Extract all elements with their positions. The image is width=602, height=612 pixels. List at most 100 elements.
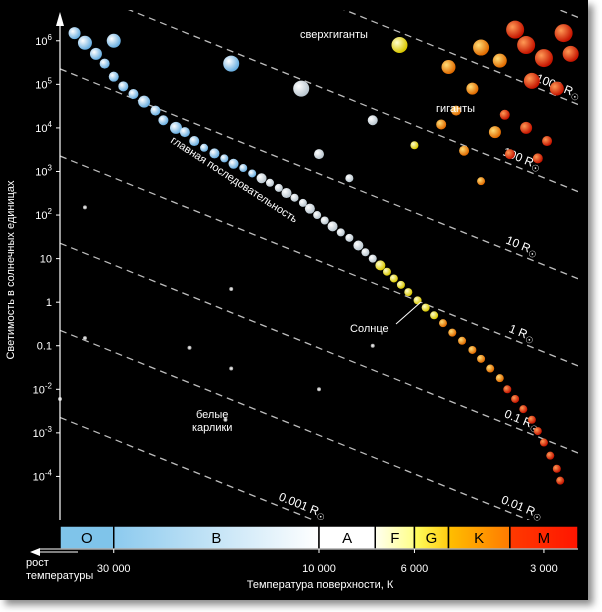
star-point-главная-последовательность-27	[320, 216, 329, 225]
star-point-белые-карлики-7	[317, 387, 321, 392]
star-point-главная-последовательность-19	[256, 173, 267, 184]
y-tick-label: 105	[35, 76, 52, 91]
hr-diagram-frame: O B A F G K M 1000 R☉ 100 R☉ 10 R☉ 1 R☉ 0.1 R☉ 0.01…	[0, 0, 588, 600]
star-point-гиганты-13	[466, 82, 479, 95]
spectral-label-b: B	[211, 530, 221, 547]
x-axis-title: Температура поверхности, К	[247, 579, 394, 591]
y-axis-title: Светимость в солнечных единицах	[5, 180, 17, 360]
star-point-гиганты-10	[532, 153, 543, 164]
radius-line-0_01	[60, 329, 531, 520]
radius-line-0_1	[60, 242, 578, 454]
star-point-главная-последовательность-29	[336, 228, 345, 237]
star-point-сверхгиганты-3	[391, 37, 408, 54]
star-point-гиганты-9	[520, 121, 533, 134]
star-point-белые-карлики-2	[82, 336, 87, 341]
y-tick-label: 10-3	[33, 425, 53, 440]
star-point-главная-последовательность-1	[77, 35, 92, 50]
radius-line-10	[60, 68, 578, 280]
star-point-главная-последовательность-17	[239, 164, 248, 173]
spectral-label-f: F	[390, 530, 399, 547]
radius-line-100	[127, 10, 578, 193]
star-point-главная-последовательность-56	[552, 464, 561, 473]
star-point-главная-последовательность-47	[486, 364, 495, 373]
star-point-главная-последовательность-0	[68, 27, 81, 40]
y-axis-arrow	[56, 12, 64, 26]
star-point-главная-последовательность-3	[99, 58, 110, 69]
star-point-главная-последовательность-26	[313, 211, 322, 220]
star-point-главная-последовательность-14	[209, 148, 220, 159]
x-tick-label: 30 000	[97, 563, 131, 575]
sun-label: Солнце	[350, 323, 389, 335]
radius-label-0_01: 0.01 R☉	[499, 493, 545, 524]
spectral-label-k: K	[474, 530, 484, 547]
star-point-белые-карлики-3	[187, 345, 192, 350]
star-point-сверхгиганты-2	[293, 80, 310, 97]
y-tick-label: 104	[35, 120, 52, 135]
star-point-главная-последовательность-38	[404, 288, 413, 297]
star-point-гиганты-8	[504, 149, 515, 160]
spectral-label-a: A	[342, 530, 352, 547]
star-point-гиганты-3	[410, 141, 419, 150]
star-point-главная-последовательность-54	[539, 438, 548, 447]
star-point-главная-последовательность-55	[546, 451, 555, 460]
star-point-главная-последовательность-7	[138, 95, 151, 108]
star-point-главная-последовательность-13	[200, 143, 209, 152]
star-point-главная-последовательность-50	[511, 394, 520, 403]
radius-line-1000	[343, 10, 578, 106]
star-point-сверхгиганты-9	[562, 45, 579, 62]
spectral-label-g: G	[426, 530, 438, 547]
radius-line-1	[60, 155, 578, 367]
y-tick-label: 0.1	[37, 341, 52, 353]
star-point-главная-последовательность-35	[382, 267, 391, 276]
star-point-главная-последовательность-45	[468, 345, 477, 354]
star-point-сверхгиганты-1	[223, 55, 240, 72]
star-point-сверхгиганты-6	[517, 36, 536, 55]
star-point-гиганты-14	[499, 109, 510, 120]
white-dwarfs-label-2: карлики	[192, 422, 232, 434]
sun-pointer	[395, 301, 422, 325]
star-point-главная-последовательность-6	[128, 89, 139, 100]
star-point-гиганты-0	[314, 149, 324, 160]
star-point-главная-последовательность-20	[265, 178, 274, 187]
x-tick-label: 3 000	[530, 563, 558, 575]
white-dwarfs-label-1: белые	[196, 409, 228, 421]
star-point-сверхгиганты-13	[549, 81, 564, 96]
y-tick-label: 103	[35, 163, 52, 178]
radius-lines: 1000 R☉100 R☉10 R☉1 R☉0.1 R☉0.01 R☉0.001…	[60, 10, 583, 524]
y-tick-label: 106	[35, 33, 52, 48]
star-point-главная-последовательность-52	[527, 415, 536, 424]
star-point-главная-последовательность-53	[533, 427, 542, 436]
star-point-главная-последовательность-31	[353, 240, 364, 251]
spectral-label-o: O	[81, 530, 93, 547]
y-tick-label: 10	[40, 254, 52, 266]
star-point-белые-карлики-8	[370, 343, 375, 348]
star-point-главная-последовательность-23	[290, 193, 299, 202]
star-point-белые-карлики-0	[82, 205, 87, 210]
star-point-сверхгиганты-5	[506, 20, 525, 39]
y-tick-label: 102	[35, 207, 52, 222]
star-point-белые-карлики-6	[223, 417, 228, 422]
star-point-главная-последовательность-10	[169, 121, 182, 134]
star-point-гиганты-1	[345, 174, 354, 183]
star-point-главная-последовательность-33	[368, 254, 377, 263]
giants-label: гиганты	[436, 103, 475, 115]
star-point-главная-последовательность-12	[189, 136, 200, 147]
x-tick-label: 10 000	[302, 563, 336, 575]
star-point-главная-последовательность-39	[413, 296, 422, 305]
star-point-главная-последовательность-28	[327, 221, 338, 232]
star-point-главная-последовательность-11	[179, 127, 190, 138]
star-point-главная-последовательность-57	[556, 476, 565, 485]
star-point-главная-последовательность-43	[448, 328, 457, 337]
temperature-direction-label-1: рост	[26, 557, 49, 569]
star-point-главная-последовательность-49	[503, 385, 512, 394]
star-point-главная-последовательность-15	[220, 154, 229, 163]
radius-line-10000	[558, 10, 578, 18]
star-point-главная-последовательность-37	[396, 280, 405, 289]
star-point-гиганты-5	[459, 145, 470, 156]
star-point-главная-последовательность-22	[281, 188, 292, 199]
star-point-белые-карлики-4	[229, 366, 234, 371]
star-point-главная-последовательность-41	[430, 311, 439, 320]
y-tick-label: 1	[46, 297, 52, 309]
main-sequence-label: главная последовательность	[168, 134, 299, 225]
